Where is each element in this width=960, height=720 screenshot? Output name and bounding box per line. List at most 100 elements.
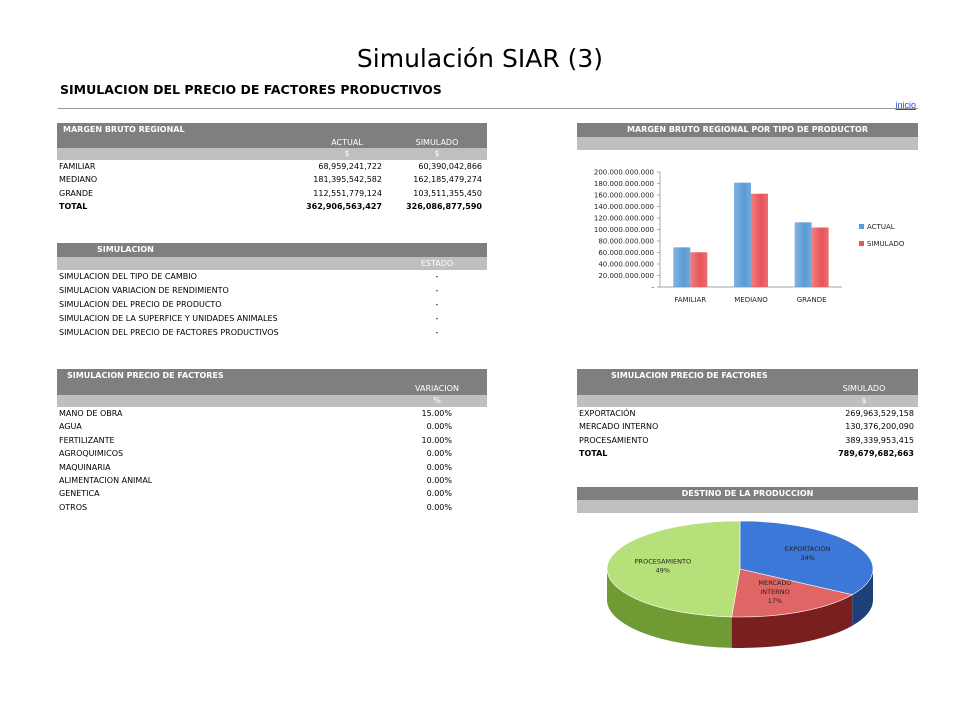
- bar-actual-mediano: [734, 182, 751, 287]
- pie-side: [731, 594, 853, 648]
- factores-table: SIMULACION PRECIO DE FACTORES VARIACION …: [57, 369, 487, 514]
- factores-column-header: VARIACION: [57, 383, 487, 395]
- destino-table-title: SIMULACION PRECIO DE FACTORES: [611, 371, 768, 380]
- pie-slice: [731, 568, 854, 618]
- table-row: EXPORTACIÓN 269,963,529,158: [577, 407, 918, 420]
- destino-chart-subbar: [577, 500, 918, 513]
- pie-slice-label: EXPORTACIÓN 34%: [785, 544, 831, 562]
- row-label: SIMULACION VARIACION DE RENDIMIENTO: [59, 286, 229, 295]
- y-tick-label: 160.000.000.000: [594, 192, 654, 200]
- table-row: MEDIANO 181,395,542,582 162,185,479,274: [57, 173, 487, 186]
- table-row: MAQUINARIA 0.00%: [57, 461, 487, 474]
- bar-simulado-mediano: [751, 193, 768, 287]
- bar-actual-grande: [794, 222, 812, 287]
- legend-label: ACTUAL: [867, 223, 895, 231]
- row-value: 0.00%: [426, 462, 452, 472]
- x-tick-label: FAMILIAR: [674, 296, 706, 304]
- table-row: AGROQUIMICOS 0.00%: [57, 447, 487, 460]
- table-row-total: TOTAL 362,906,563,427 326,086,877,590: [57, 200, 487, 213]
- destino-pie-chart: EXPORTACIÓN 34% MERCADO INTERNO 17% PROCESAMI…: [606, 520, 874, 648]
- row-label: ALIMENTACION ANIMAL: [59, 475, 153, 485]
- y-tick-label: 20.000.000.000: [598, 272, 654, 280]
- row-label: TOTAL: [59, 202, 88, 212]
- row-value: 0.00%: [426, 422, 452, 432]
- y-tick-label: 40.000.000.000: [598, 261, 654, 269]
- table-row: ALIMENTACION ANIMAL 0.00%: [57, 474, 487, 487]
- destino-units-bar: $: [577, 395, 918, 407]
- pie-side: [607, 569, 732, 648]
- col-simulado: SIMULADO: [842, 384, 886, 393]
- row-value: 10.00%: [421, 435, 452, 445]
- row-label: SIMULACION DEL PRECIO DE FACTORES PRODUC…: [59, 328, 279, 337]
- table-row: FERTILIZANTE 10.00%: [57, 434, 487, 447]
- margen-bruto-title-bar: MARGEN BRUTO REGIONAL: [57, 123, 487, 137]
- row-label: PROCESAMIENTO: [579, 435, 649, 445]
- legend-swatch: [859, 224, 864, 229]
- bar-simulado-familiar: [690, 252, 708, 287]
- row-label: MANO DE OBRA: [59, 409, 123, 418]
- pie-slice-label: PROCESAMIENTO 49%: [635, 558, 691, 575]
- table-row: FAMILIAR 68,959,241,722 60,390,042,866: [57, 160, 487, 173]
- row-actual: 112,551,779,124: [313, 188, 382, 198]
- heading-divider: [58, 108, 918, 109]
- y-tick-label: 180.000.000.000: [594, 180, 654, 188]
- x-tick-label: GRANDE: [797, 296, 827, 304]
- row-value: 0.00%: [426, 475, 452, 485]
- col-simulado: SIMULADO: [415, 138, 459, 147]
- table-row: GRANDE 112,551,779,124 103,511,355,450: [57, 187, 487, 200]
- row-label: AGUA: [59, 422, 82, 432]
- bar-actual-familiar: [673, 247, 691, 287]
- inicio-link[interactable]: inicio: [895, 100, 916, 110]
- row-label: TOTAL: [579, 449, 608, 459]
- row-simulado: 162,185,479,274: [413, 175, 482, 185]
- y-tick-label: 80.000.000.000: [598, 238, 654, 246]
- table-row: GENETICA 0.00%: [57, 487, 487, 500]
- row-value: 0.00%: [426, 489, 452, 499]
- table-row: SIMULACION DEL PRECIO DE FACTORES PRODUC…: [57, 326, 487, 340]
- row-value: 0.00%: [426, 502, 452, 512]
- table-row: SIMULACION DE LA SUPERFICE Y UNIDADES AN…: [57, 312, 487, 326]
- row-estado: -: [435, 328, 439, 337]
- margen-chart-title-bar: MARGEN BRUTO REGIONAL POR TIPO DE PRODUC…: [577, 123, 918, 137]
- col-actual: ACTUAL: [331, 138, 363, 147]
- row-simulado: 103,511,355,450: [413, 188, 482, 198]
- table-row: AGUA 0.00%: [57, 420, 487, 433]
- row-label: MEDIANO: [59, 175, 98, 185]
- row-estado: -: [435, 286, 439, 295]
- legend-label: SIMULADO: [867, 240, 905, 248]
- simulacion-column-header: ESTADO: [57, 257, 487, 270]
- factores-title-bar: SIMULACION PRECIO DE FACTORES: [57, 369, 487, 383]
- unit-percent: %: [433, 396, 441, 405]
- destino-chart-title: DESTINO DE LA PRODUCCION: [681, 489, 814, 498]
- simulacion-title-bar: SIMULACION: [57, 243, 487, 257]
- table-row: SIMULACION DEL TIPO DE CAMBIO -: [57, 270, 487, 284]
- row-label: MAQUINARIA: [59, 462, 111, 472]
- row-actual: 181,395,542,582: [313, 175, 382, 185]
- row-label: GRANDE: [59, 188, 94, 198]
- destino-title-bar: SIMULACION PRECIO DE FACTORES: [577, 369, 918, 383]
- y-tick-label: 60.000.000.000: [598, 249, 654, 257]
- table-row: SIMULACION VARIACION DE RENDIMIENTO -: [57, 284, 487, 298]
- row-label: SIMULACION DEL PRECIO DE PRODUCTO: [59, 300, 222, 309]
- y-tick-label: 140.000.000.000: [594, 203, 654, 211]
- row-label: MERCADO INTERNO: [579, 422, 659, 432]
- row-estado: -: [435, 314, 439, 323]
- row-value: 15.00%: [421, 409, 452, 418]
- destino-chart-title-bar: DESTINO DE LA PRODUCCION: [577, 487, 918, 500]
- row-value: 269,963,529,158: [845, 409, 914, 418]
- row-label: AGROQUIMICOS: [59, 449, 124, 459]
- row-value: 389,339,953,415: [845, 435, 914, 445]
- table-row: MANO DE OBRA 15.00%: [57, 407, 487, 420]
- table-row: PROCESAMIENTO 389,339,953,415: [577, 434, 918, 447]
- slide-title: Simulación SIAR (3): [356, 44, 604, 73]
- row-label: SIMULACION DE LA SUPERFICE Y UNIDADES AN…: [59, 314, 278, 323]
- y-tick-label: 100.000.000.000: [594, 226, 654, 234]
- margen-chart-title: MARGEN BRUTO REGIONAL POR TIPO DE PRODUC…: [627, 125, 868, 134]
- margen-chart-panel: MARGEN BRUTO REGIONAL POR TIPO DE PRODUC…: [577, 123, 918, 150]
- y-tick-label: -: [651, 284, 654, 292]
- unit-simulado: $: [434, 149, 440, 158]
- table-row: MERCADO INTERNO 130,376,200,090: [577, 420, 918, 433]
- table-row-total: TOTAL 789,679,682,663: [577, 447, 918, 460]
- col-estado: ESTADO: [420, 259, 454, 268]
- unit-actual: $: [344, 149, 350, 158]
